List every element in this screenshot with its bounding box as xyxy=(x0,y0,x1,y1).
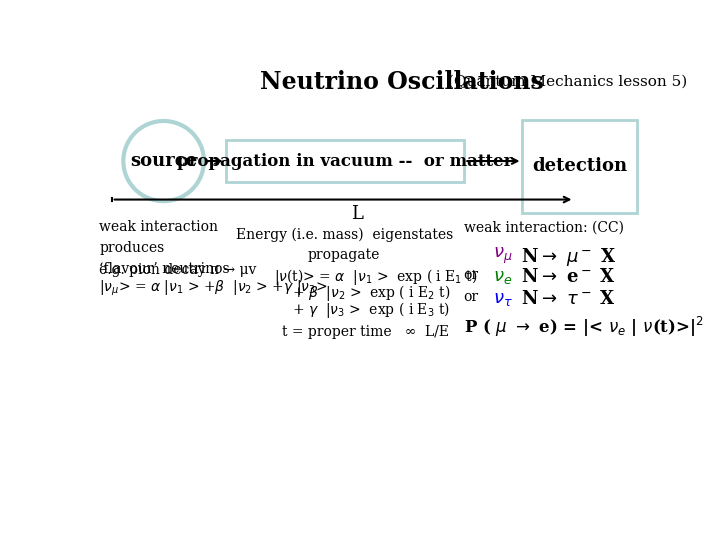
Text: P ( $\mu$ $\rightarrow$ e) = |< $\nu_e$ | $\nu$(t)>|$^2$: P ( $\mu$ $\rightarrow$ e) = |< $\nu_e$ … xyxy=(464,315,703,339)
Text: $\nu_\tau$: $\nu_\tau$ xyxy=(493,291,513,308)
Text: (Quantum Mechanics lesson 5): (Quantum Mechanics lesson 5) xyxy=(444,75,688,89)
Text: weak interaction: (CC): weak interaction: (CC) xyxy=(464,220,624,234)
Text: weak interaction
produces
‘flavour’ neutrinos: weak interaction produces ‘flavour’ neut… xyxy=(99,220,230,275)
Text: N$\rightarrow$ e$^-$ X: N$\rightarrow$ e$^-$ X xyxy=(515,268,616,286)
Text: N$\rightarrow$ $\mu^-$ X: N$\rightarrow$ $\mu^-$ X xyxy=(515,246,616,268)
Text: or: or xyxy=(464,291,479,305)
Text: propagation in vacuum --  or matter: propagation in vacuum -- or matter xyxy=(177,152,513,170)
Text: |$\nu_\mu$> = $\alpha$ |$\nu_1$ > +$\beta$  |$\nu_2$ > +$\gamma$ |$\nu_3$>: |$\nu_\mu$> = $\alpha$ |$\nu_1$ > +$\bet… xyxy=(99,279,328,298)
Text: + $\gamma$  |$\nu_3$ >  exp ( i E$_3$ t): + $\gamma$ |$\nu_3$ > exp ( i E$_3$ t) xyxy=(292,300,449,320)
Text: |$\nu$(t)> = $\alpha$  |$\nu_1$ >  exp ( i E$_1$ t): |$\nu$(t)> = $\alpha$ |$\nu_1$ > exp ( i… xyxy=(274,267,478,287)
Text: detection: detection xyxy=(532,158,627,176)
Text: + $\beta$  |$\nu_2$ >  exp ( i E$_2$ t): + $\beta$ |$\nu_2$ > exp ( i E$_2$ t) xyxy=(292,284,450,303)
FancyBboxPatch shape xyxy=(523,120,637,213)
FancyBboxPatch shape xyxy=(225,140,464,182)
Text: N$\rightarrow$ $\tau^-$ X: N$\rightarrow$ $\tau^-$ X xyxy=(515,291,616,308)
Text: or: or xyxy=(464,268,479,282)
Text: $\nu_e$: $\nu_e$ xyxy=(493,268,512,286)
Text: e.g. pion decay π → μv: e.g. pion decay π → μv xyxy=(99,264,256,278)
Text: Energy (i.e. mass)  eigenstates
propagate: Energy (i.e. mass) eigenstates propagate xyxy=(235,228,453,262)
Text: $\nu_\mu$: $\nu_\mu$ xyxy=(493,246,513,266)
Text: t = proper time   ∞  L/E: t = proper time ∞ L/E xyxy=(282,325,449,339)
Text: Neutrino Oscillations: Neutrino Oscillations xyxy=(261,70,544,94)
Text: L: L xyxy=(351,205,364,223)
Text: source: source xyxy=(130,152,197,170)
